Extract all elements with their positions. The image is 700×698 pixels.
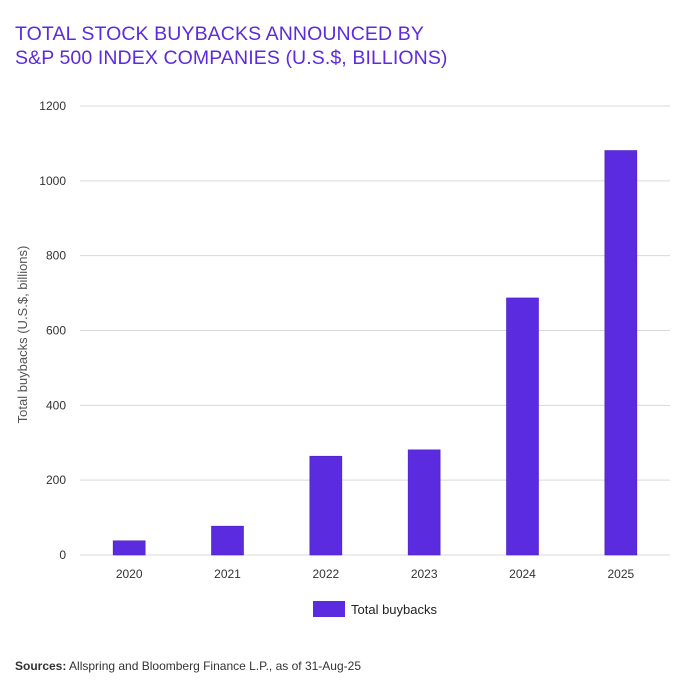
x-tick-label-2024: 2024 [509, 567, 536, 581]
y-tick-label-1000: 1000 [39, 174, 66, 188]
x-tick-label-2021: 2021 [214, 567, 241, 581]
x-tick-label-2023: 2023 [411, 567, 438, 581]
y-tick-label-1200: 1200 [39, 99, 66, 113]
y-axis-ticks: 0 200 400 600 800 1000 1200 [39, 99, 66, 562]
y-tick-label-800: 800 [46, 249, 66, 263]
x-tick-label-2022: 2022 [312, 567, 339, 581]
bar-2024 [506, 297, 539, 556]
bar-2020 [112, 540, 146, 556]
y-axis-title: Total buybacks (U.S.$, billions) [15, 246, 30, 424]
chart-title: TOTAL STOCK BUYBACKS ANNOUNCED BY S&P 50… [15, 22, 448, 70]
legend: Total buybacks [313, 601, 437, 617]
bar-2022 [309, 455, 343, 556]
bar-2025 [604, 150, 638, 556]
bar-2023 [407, 449, 441, 556]
legend-swatch [313, 601, 345, 617]
x-axis-ticks: 2020 2021 2022 2023 2024 2025 [116, 567, 635, 581]
source-note: Sources: Allspring and Bloomberg Finance… [15, 659, 361, 673]
y-tick-label-200: 200 [46, 473, 66, 487]
chart-title-line-2: S&P 500 INDEX COMPANIES (U.S.$, BILLIONS… [15, 47, 448, 69]
legend-label: Total buybacks [351, 602, 437, 617]
gridlines [80, 105, 670, 556]
x-tick-label-2025: 2025 [607, 567, 634, 581]
x-tick-label-2020: 2020 [116, 567, 143, 581]
chart-title-line-1: TOTAL STOCK BUYBACKS ANNOUNCED BY [15, 23, 424, 45]
y-tick-label-0: 0 [59, 548, 66, 562]
bars [112, 150, 638, 556]
y-tick-label-600: 600 [46, 324, 66, 338]
source-text: Allspring and Bloomberg Finance L.P., as… [66, 659, 361, 673]
y-tick-label-400: 400 [46, 398, 66, 412]
source-label: Sources: [15, 659, 67, 673]
bar-2021 [211, 525, 244, 556]
